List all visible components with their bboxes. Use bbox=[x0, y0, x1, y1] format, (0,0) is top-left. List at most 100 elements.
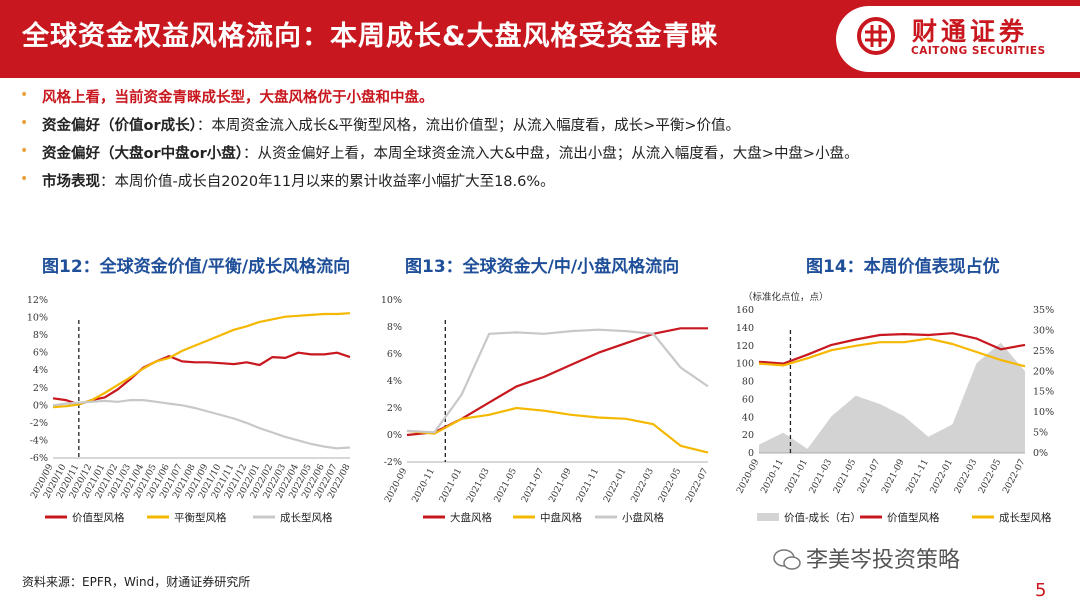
bullet-text: ：本周价值-成长自2020年11月以来的累计收益率小幅扩大至18.6%。 bbox=[100, 174, 555, 190]
x-tick-label: 2021-11 bbox=[575, 467, 601, 505]
bullet-item: • 市场表现：本周价值-成长自2020年11月以来的累计收益率小幅扩大至18.6… bbox=[20, 168, 1060, 196]
y-tick-label: 8% bbox=[387, 322, 402, 333]
y-tick-label: -2% bbox=[30, 418, 48, 429]
y2-tick-label: 30% bbox=[1033, 325, 1054, 336]
bullet-text: 风格上看，当前资金青睐成长型，大盘风格优于小盘和中盘。 bbox=[42, 90, 434, 106]
x-tick-label: 2022-03 bbox=[953, 457, 980, 495]
bullet-item: • 资金偏好（价值or成长）：本周资金流入成长&平衡型风格，流出价值型；从流入幅… bbox=[20, 112, 1060, 140]
source-note: 资料来源：EPFR，Wind，财通证券研究所 bbox=[22, 575, 251, 589]
y-tick-label: -4% bbox=[30, 435, 48, 446]
bullet-dot-icon: • bbox=[20, 87, 29, 103]
y-tick-label: -6% bbox=[30, 453, 48, 464]
x-tick-label: 2022-05 bbox=[977, 457, 1004, 495]
series-line-2 bbox=[758, 337, 1026, 368]
caitong-logo-icon bbox=[857, 17, 895, 55]
page-number: 5 bbox=[1035, 580, 1047, 601]
y-tick-label: 0% bbox=[33, 400, 48, 411]
bullet-dot-icon: • bbox=[20, 115, 29, 131]
logo-en-text: CAITONG SECURITIES bbox=[911, 45, 1046, 57]
bullet-text: ：本周资金流入成长&平衡型风格，流出价值型；从流入幅度看，成长>平衡>价值。 bbox=[196, 118, 740, 134]
x-tick-label: 2021-11 bbox=[905, 458, 931, 496]
x-tick-label: 2021-05 bbox=[832, 457, 859, 495]
y-tick-label: 40 bbox=[742, 412, 754, 423]
legend-label: 价值型风格 bbox=[887, 511, 940, 524]
y-tick-label: 6% bbox=[33, 348, 48, 359]
logo-cn-text: 财通证券 bbox=[912, 17, 1029, 46]
legend-label: 价值-成长（右） bbox=[784, 511, 861, 524]
y-tick-label: 2% bbox=[387, 403, 402, 414]
chart14: 0 20 40 60 80 100 120 140 160 0% 5% 10% 15% 20% 25% 30%… bbox=[735, 291, 1054, 524]
y-tick-label: 10% bbox=[381, 295, 402, 306]
chart14-title: 图14：本周价值表现占优 bbox=[806, 257, 1000, 277]
y-tick-label: 120 bbox=[736, 341, 754, 352]
y-tick-label: 12% bbox=[27, 295, 48, 306]
x-tick-label: 2021-09 bbox=[547, 466, 574, 504]
legend-label: 成长型风格 bbox=[280, 511, 333, 524]
brand-logo: 财通证券 CAITONG SECURITIES bbox=[836, 6, 1080, 72]
x-tick-label: 2021-03 bbox=[465, 466, 492, 504]
y-tick-label: 100 bbox=[736, 359, 754, 370]
series-line-1 bbox=[758, 332, 1026, 365]
x-tick-label: 2021-01 bbox=[438, 467, 464, 505]
y-tick-label: 0% bbox=[387, 430, 402, 441]
y-tick-label: -2% bbox=[384, 457, 402, 468]
x-tick-label: 2020-11 bbox=[759, 458, 785, 496]
area-value-minus-growth bbox=[759, 342, 1025, 453]
bullet-bold: 资金偏好（价值or成长） bbox=[42, 118, 197, 134]
y-tick-label: 10% bbox=[27, 313, 48, 324]
bullet-dot-icon: • bbox=[20, 171, 29, 187]
y2-tick-label: 0% bbox=[1033, 448, 1048, 459]
bullet-dot-icon: • bbox=[20, 143, 29, 159]
bullet-text: ：从资金偏好上看，本周全球资金流入大&中盘，流出小盘；从流入幅度看，大盘>中盘>… bbox=[242, 146, 859, 162]
watermark: 李美岑投资策略 bbox=[806, 548, 961, 573]
x-tick-label: 2021-05 bbox=[493, 466, 520, 504]
header-bar: 全球资金权益风格流向：本周成长&大盘风格受资金青睐 财通证券 CAITONG S… bbox=[0, 0, 1080, 78]
series-line-2 bbox=[406, 406, 709, 454]
x-tick-label: 2020-09 bbox=[735, 457, 762, 495]
x-tick-label: 2022-01 bbox=[929, 458, 955, 496]
page-title: 全球资金权益风格流向：本周成长&大盘风格受资金青睐 bbox=[22, 21, 719, 52]
legend-swatch bbox=[757, 513, 779, 521]
x-tick-label: 2022-03 bbox=[630, 466, 657, 504]
legend-label: 小盘风格 bbox=[622, 511, 664, 524]
legend-label: 成长型风格 bbox=[999, 511, 1052, 524]
legend-label: 大盘风格 bbox=[450, 511, 492, 524]
series-line-1 bbox=[52, 351, 351, 406]
wechat-icon bbox=[773, 549, 801, 570]
y-tick-label: 60 bbox=[742, 394, 754, 405]
series-line-2 bbox=[52, 312, 351, 409]
y-tick-label: 4% bbox=[387, 376, 402, 387]
x-tick-label: 2021-07 bbox=[520, 466, 547, 504]
chart13-title: 图13：全球资金大/中/小盘风格流向 bbox=[405, 257, 680, 277]
x-tick-label: 2022-07 bbox=[1001, 457, 1028, 495]
x-tick-label: 2021-07 bbox=[856, 457, 883, 495]
bullet-list: • 风格上看，当前资金青睐成长型，大盘风格优于小盘和中盘。 • 资金偏好（价值o… bbox=[20, 84, 1060, 196]
x-tick-label: 2022-01 bbox=[602, 467, 628, 505]
x-tick-label: 2021-09 bbox=[880, 457, 907, 495]
y2-tick-label: 20% bbox=[1033, 366, 1054, 377]
y-tick-label: 160 bbox=[736, 305, 754, 316]
y-tick-label: 2% bbox=[33, 383, 48, 394]
y-tick-label: 20 bbox=[742, 430, 754, 441]
bullet-item: • 风格上看，当前资金青睐成长型，大盘风格优于小盘和中盘。 bbox=[20, 84, 1060, 112]
y-tick-label: 4% bbox=[33, 365, 48, 376]
y2-tick-label: 10% bbox=[1033, 407, 1054, 418]
y2-tick-label: 15% bbox=[1033, 387, 1054, 398]
x-tick-label: 2021-03 bbox=[808, 457, 835, 495]
y-tick-label: 140 bbox=[736, 323, 754, 334]
bullet-item: • 资金偏好（大盘or中盘or小盘）：从资金偏好上看，本周全球资金流入大&中盘，… bbox=[20, 140, 1060, 168]
bullet-bold: 资金偏好（大盘or中盘or小盘） bbox=[42, 146, 243, 162]
series-line-3 bbox=[406, 328, 709, 434]
y-tick-label: 6% bbox=[387, 349, 402, 360]
x-tick-label: 2021-01 bbox=[784, 458, 810, 496]
y2-tick-label: 35% bbox=[1033, 305, 1054, 316]
series-line-3 bbox=[52, 398, 351, 450]
bullet-bold: 市场表现 bbox=[42, 174, 100, 190]
x-tick-label: 2020-09 bbox=[383, 466, 410, 504]
x-tick-label: 2022-05 bbox=[657, 466, 684, 504]
legend-label: 平衡型风格 bbox=[174, 511, 227, 524]
x-tick-label: 2020-11 bbox=[411, 467, 437, 505]
x-tick-label: 2022-07 bbox=[684, 466, 711, 504]
chart12: -6%-4%-2%0%2%4%6%8%10%12%2020/092020/102… bbox=[27, 295, 353, 524]
y-unit-label: （标准化点位，点） bbox=[743, 291, 829, 303]
